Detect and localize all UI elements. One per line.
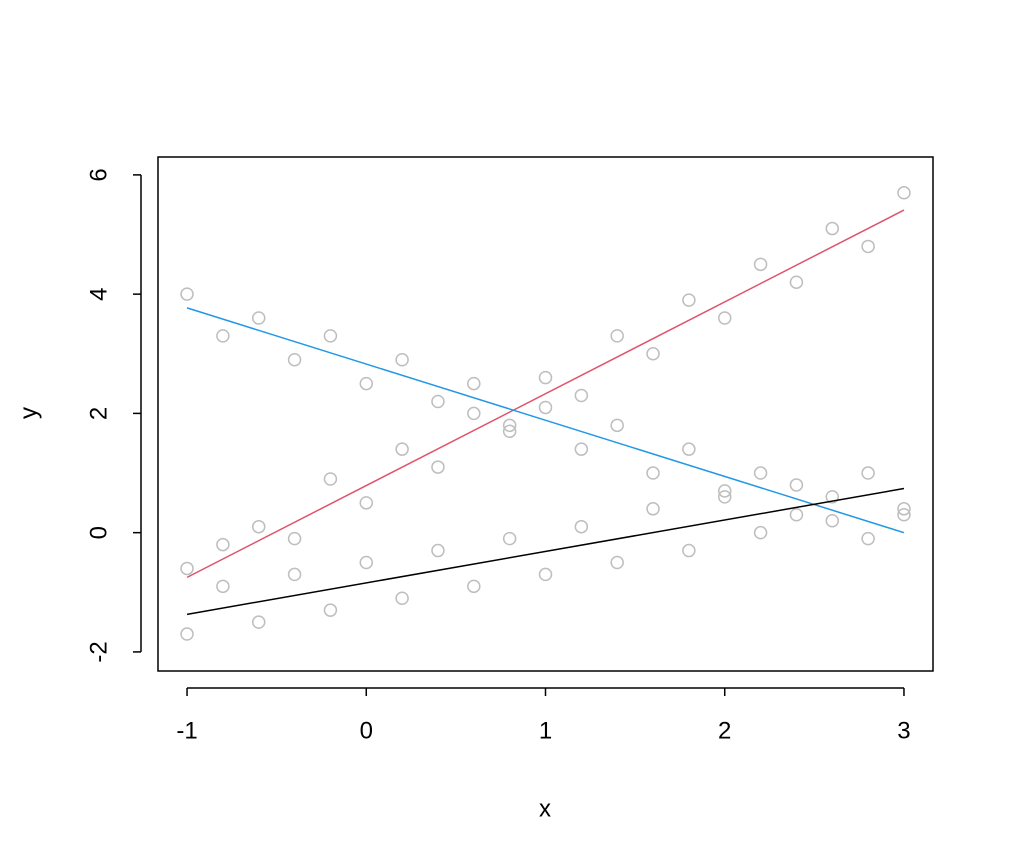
point	[682, 442, 696, 456]
point	[861, 531, 875, 546]
point	[825, 490, 840, 504]
point	[502, 418, 517, 433]
point	[753, 525, 768, 540]
point	[323, 329, 338, 343]
point	[216, 579, 230, 594]
x-tick-label: 1	[539, 717, 552, 744]
x-tick-label: -1	[176, 717, 197, 744]
point	[287, 531, 302, 546]
plot-frame	[157, 156, 934, 672]
point	[789, 478, 804, 492]
point	[753, 257, 768, 272]
point	[538, 370, 553, 385]
x-axis-label: x	[539, 795, 551, 822]
point	[646, 502, 660, 516]
point	[359, 376, 374, 391]
point	[717, 484, 732, 498]
point	[431, 460, 445, 474]
point	[287, 352, 302, 367]
point	[431, 394, 445, 409]
y-tick-label: 4	[85, 287, 112, 300]
point	[897, 502, 911, 516]
point	[502, 531, 517, 546]
y-tick-label: 0	[85, 526, 112, 539]
x-tick-label: 0	[360, 717, 373, 744]
point	[467, 376, 481, 391]
point	[574, 388, 589, 403]
point	[359, 555, 374, 570]
point	[216, 329, 230, 343]
point	[467, 579, 481, 594]
point	[287, 567, 302, 582]
point	[789, 508, 804, 522]
point	[682, 293, 696, 307]
point	[251, 311, 266, 325]
point	[682, 543, 696, 558]
point	[538, 400, 553, 415]
point	[180, 561, 194, 576]
point	[610, 329, 624, 343]
point	[323, 603, 338, 617]
point	[861, 239, 875, 254]
point	[610, 418, 624, 433]
point	[753, 466, 768, 480]
point	[646, 347, 660, 361]
fit-line	[186, 487, 905, 616]
x-tick-label: 3	[897, 717, 910, 744]
point	[395, 591, 409, 606]
point	[180, 287, 194, 301]
point	[717, 311, 732, 325]
point	[574, 519, 589, 534]
point	[359, 496, 374, 510]
point	[538, 567, 553, 582]
y-tick-label: -2	[85, 641, 112, 662]
point	[717, 490, 732, 504]
y-tick-label: 2	[85, 407, 112, 420]
point	[467, 406, 481, 421]
y-tick-label: 6	[85, 168, 112, 181]
y-axis-label: y	[15, 407, 42, 419]
point	[574, 442, 589, 456]
point	[323, 472, 338, 486]
x-tick-label: 2	[718, 717, 731, 744]
point	[251, 519, 266, 534]
fit-line	[186, 209, 905, 579]
point	[789, 275, 804, 289]
point	[251, 615, 266, 629]
point	[646, 466, 660, 480]
point	[610, 555, 624, 570]
point	[897, 508, 911, 522]
point	[395, 352, 409, 367]
fit-line	[186, 307, 905, 534]
point	[216, 537, 230, 552]
point	[502, 424, 517, 439]
point	[861, 466, 875, 480]
point	[180, 627, 194, 641]
point	[825, 513, 840, 528]
point	[431, 543, 445, 558]
point	[825, 221, 840, 236]
point	[897, 186, 911, 200]
point	[395, 442, 409, 456]
